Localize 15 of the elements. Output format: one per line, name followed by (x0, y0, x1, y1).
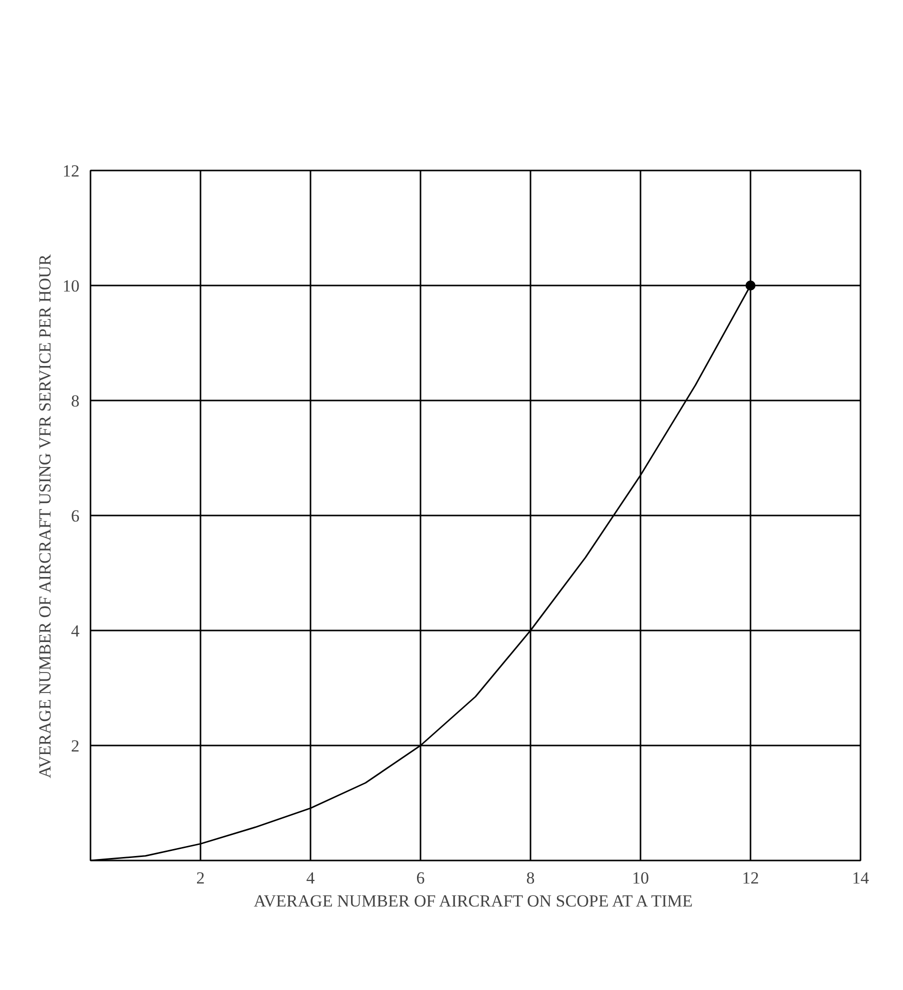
y-tick-label: 10 (62, 276, 80, 296)
x-tick-label: 2 (196, 868, 205, 888)
y-tick-label: 12 (62, 162, 80, 180)
y-axis-title: AVERAGE NUMBER OF AIRCRAFT USING VFR SERVICE PER HOUR (36, 254, 54, 778)
y-tick-label: 8 (71, 392, 80, 410)
x-axis-title: AVERAGE NUMBER OF AIRCRAFT ON SCOPE AT A TIME (254, 892, 693, 910)
x-tick-label: 12 (742, 868, 759, 888)
x-tick-label: 14 (852, 868, 870, 888)
y-tick-label: 6 (71, 506, 80, 526)
y-tick-label: 2 (71, 736, 80, 756)
x-tick-label: 6 (416, 868, 425, 888)
x-tick-label: 4 (306, 868, 316, 888)
x-tick-label: 10 (632, 868, 649, 888)
x-tick-label: 8 (526, 868, 535, 888)
y-tick-label: 4 (71, 622, 80, 640)
